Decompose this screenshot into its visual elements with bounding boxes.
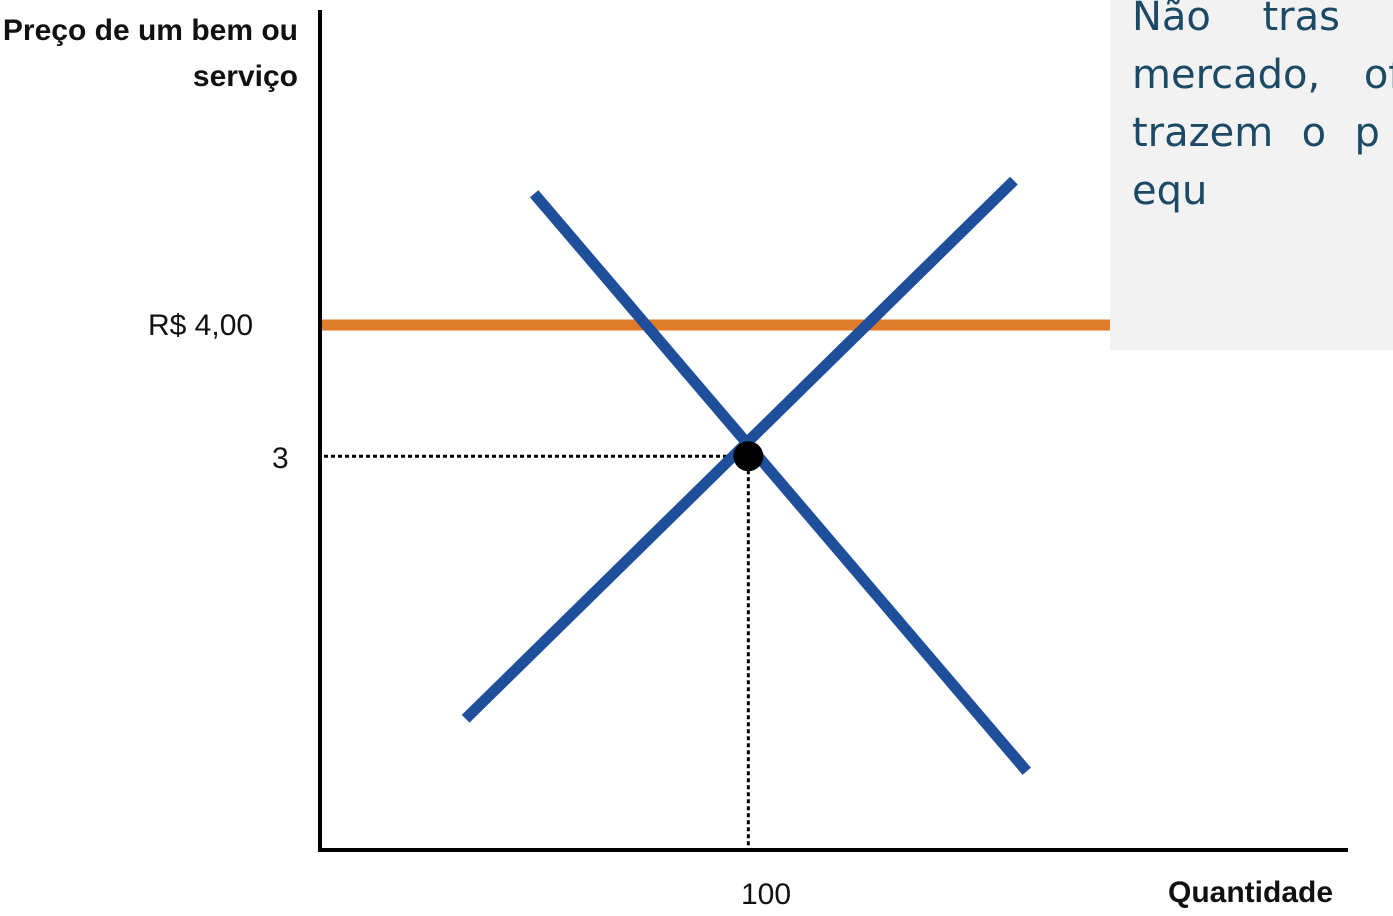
y-axis-title: Preço de um bem ou serviço <box>2 14 298 93</box>
note-text: Não tras práticas mercado, oferta e traz… <box>1132 0 1393 214</box>
note-box: Não tras práticas mercado, oferta e traz… <box>1110 0 1393 350</box>
y-tick-label-price-floor: R$ 4,00 <box>148 309 254 342</box>
y-tick-label-equilibrium: 3 <box>272 442 289 475</box>
x-axis-title: Quantidade <box>1168 876 1334 909</box>
demand-curve <box>529 190 1031 775</box>
x-tick-label-equilibrium: 100 <box>741 878 792 911</box>
equilibrium-point <box>733 441 764 472</box>
